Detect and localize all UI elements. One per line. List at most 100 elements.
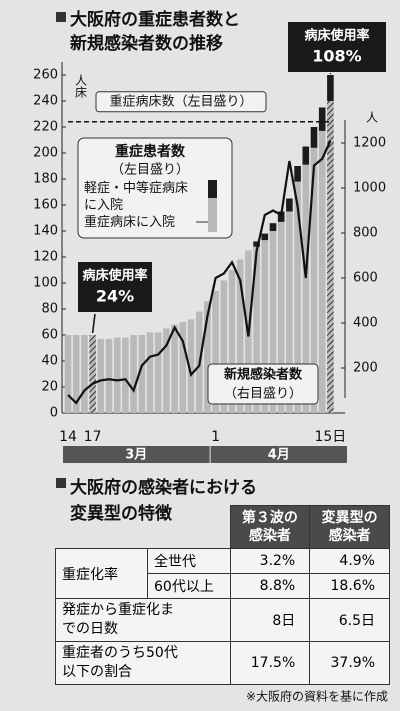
y-tick-label: 220 [33, 120, 58, 135]
x-tick-label: 15日 [314, 429, 346, 445]
legend-label: 軽症・中等症病床に入院 [84, 181, 189, 213]
bar [89, 335, 96, 413]
title-icon [56, 12, 66, 22]
row-label-text: 発症から重症化までの日数 [62, 602, 174, 637]
y-tick-label: 40 [41, 354, 58, 369]
bar [327, 75, 334, 101]
legend-swatch [208, 198, 217, 232]
bar [187, 319, 195, 413]
bar [269, 223, 277, 231]
bar [277, 221, 285, 413]
bar [220, 280, 228, 413]
y-tick-label: 140 [33, 224, 58, 239]
bar [269, 231, 277, 413]
bar [310, 127, 318, 148]
x-tick-label: 14 [59, 429, 77, 445]
label-box [95, 91, 267, 113]
bar [163, 328, 170, 413]
y2-tick-label: 400 [353, 316, 378, 331]
month-band [63, 446, 210, 463]
legend-box [77, 137, 233, 239]
label-box [207, 363, 319, 405]
row-sublabel: 全世代 [147, 548, 231, 574]
annotation-label: 病床使用率 [304, 28, 369, 44]
cell: 37.9% [309, 641, 390, 685]
column-header: 変異型の感染者 [309, 505, 390, 549]
bar [261, 240, 269, 413]
row-label: 重症化率 [55, 548, 148, 599]
bar [318, 107, 326, 131]
y2-tick-label: 1200 [353, 136, 386, 151]
bar [97, 338, 105, 413]
y2-tick-label: 600 [353, 271, 378, 286]
bar [81, 335, 88, 413]
y-tick-label: 240 [33, 94, 58, 109]
bar [64, 335, 72, 413]
annotation-box [78, 262, 152, 312]
bar [286, 198, 293, 212]
annotation-box [288, 22, 386, 72]
bar [302, 164, 310, 413]
bar [228, 270, 236, 413]
cell: 3.2% [229, 548, 311, 574]
bar [72, 335, 80, 413]
bar [113, 337, 121, 413]
month-label: 4月 [268, 448, 290, 463]
x-tick-label: 17 [84, 429, 102, 445]
column-header: 第３波の感染者 [229, 505, 311, 549]
bar [310, 147, 318, 414]
y2-tick-label: 200 [353, 361, 378, 376]
row-label-text: 重症者のうち50代以下の割合 [62, 645, 178, 680]
cell: 8.8% [229, 573, 311, 599]
cell: 18.6% [309, 573, 390, 599]
bar [122, 337, 129, 413]
bar [236, 259, 244, 413]
bar [318, 130, 326, 413]
feature-table: 第３波の感染者 変異型の感染者 重症化率 全世代 3.2% 4.9% 60代以上… [55, 505, 390, 685]
bar [171, 324, 178, 413]
x-tick-label: 1 [211, 429, 220, 445]
legend-label: 重症病床に入院 [84, 215, 176, 230]
row-label: 重症者のうち50代以下の割合 [55, 641, 231, 685]
y-tick-label: 80 [41, 302, 58, 317]
table-title: 大阪府の感染者における [70, 477, 257, 498]
y-tick-label: 120 [33, 250, 58, 265]
bar [105, 338, 113, 413]
bar [302, 146, 310, 165]
bar [179, 322, 187, 413]
chart-title: 大阪府の重症患者数と [70, 9, 240, 30]
column-header-text: 第３波の感染者 [241, 510, 298, 544]
cell: 4.9% [309, 548, 390, 574]
line [67, 140, 332, 405]
bar [130, 335, 137, 413]
bar [294, 166, 301, 182]
month-band [210, 446, 347, 463]
y-tick-label: 180 [33, 172, 58, 187]
bar [261, 233, 269, 241]
y-tick-label: 200 [33, 146, 58, 161]
line-label: 新規感染者数 [224, 367, 303, 383]
y-tick-label: 20 [41, 380, 58, 395]
row-label: 発症から重症化までの日数 [55, 598, 231, 642]
bar [154, 332, 162, 413]
bar [146, 332, 154, 413]
legend-swatch [208, 180, 217, 198]
annotation-value: 108% [312, 47, 361, 66]
y2-tick-label: 1000 [353, 181, 386, 196]
y-tick-label: 160 [33, 198, 58, 213]
y-tick-label: 100 [33, 276, 58, 291]
line-label-note: （右目盛り） [224, 387, 302, 402]
y2-tick-label: 800 [353, 226, 378, 241]
y2-axis-label: 人 [366, 111, 378, 125]
legend-title: 重症患者数 [115, 143, 186, 160]
bar [294, 181, 301, 413]
annotation-value: 24% [96, 287, 134, 306]
annotation-pointer [91, 313, 96, 334]
bar [277, 211, 285, 222]
bar [212, 290, 219, 413]
cell: 17.5% [229, 641, 311, 685]
y-tick-label: 0 [50, 406, 58, 421]
bar [253, 246, 260, 413]
source-note: ※大阪府の資料を基に作成 [246, 689, 388, 704]
